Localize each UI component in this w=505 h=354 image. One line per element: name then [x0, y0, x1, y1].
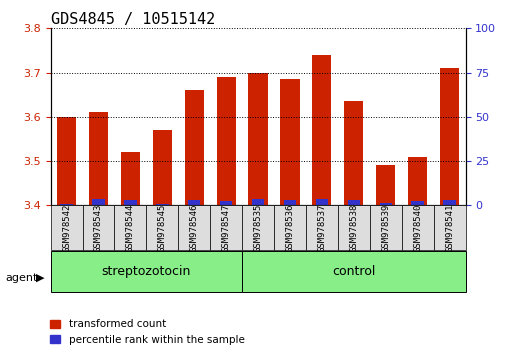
Bar: [280, 79, 299, 205]
FancyBboxPatch shape: [401, 205, 433, 250]
FancyBboxPatch shape: [50, 205, 82, 250]
Text: GSM978546: GSM978546: [189, 203, 198, 252]
Bar: [92, 199, 105, 205]
Bar: [89, 113, 108, 205]
Text: GSM978535: GSM978535: [253, 203, 262, 252]
Bar: [343, 101, 363, 205]
Text: GSM978539: GSM978539: [380, 203, 389, 252]
FancyBboxPatch shape: [274, 205, 306, 250]
Bar: [407, 156, 426, 205]
Bar: [347, 200, 360, 205]
Text: GSM978541: GSM978541: [444, 203, 453, 252]
Bar: [248, 73, 267, 205]
Text: GSM978547: GSM978547: [221, 203, 230, 252]
FancyBboxPatch shape: [369, 205, 401, 250]
FancyBboxPatch shape: [241, 205, 274, 250]
Bar: [379, 202, 391, 205]
Bar: [57, 117, 76, 205]
Bar: [121, 152, 140, 205]
Text: GSM978538: GSM978538: [348, 203, 358, 252]
Bar: [216, 77, 235, 205]
Bar: [375, 165, 394, 205]
FancyBboxPatch shape: [241, 251, 465, 292]
Text: GSM978540: GSM978540: [412, 203, 421, 252]
FancyBboxPatch shape: [337, 205, 369, 250]
Bar: [220, 201, 232, 205]
Text: control: control: [331, 265, 375, 278]
Bar: [251, 199, 264, 205]
Text: GSM978544: GSM978544: [126, 203, 135, 252]
FancyBboxPatch shape: [433, 205, 465, 250]
Bar: [184, 90, 204, 205]
Bar: [188, 200, 200, 205]
Text: GSM978542: GSM978542: [62, 203, 71, 252]
Text: GSM978545: GSM978545: [158, 203, 167, 252]
Legend: transformed count, percentile rank within the sample: transformed count, percentile rank withi…: [45, 315, 248, 349]
FancyBboxPatch shape: [178, 205, 210, 250]
FancyBboxPatch shape: [146, 205, 178, 250]
Text: GSM978543: GSM978543: [94, 203, 103, 252]
Bar: [315, 199, 327, 205]
Bar: [124, 200, 136, 205]
Bar: [153, 130, 172, 205]
Bar: [442, 200, 455, 205]
Text: agent: agent: [5, 273, 37, 283]
Bar: [156, 204, 168, 205]
FancyBboxPatch shape: [50, 251, 241, 292]
Bar: [312, 55, 331, 205]
Text: GSM978536: GSM978536: [285, 203, 294, 252]
FancyBboxPatch shape: [82, 205, 114, 250]
Text: GSM978537: GSM978537: [317, 203, 326, 252]
FancyBboxPatch shape: [306, 205, 337, 250]
Bar: [60, 204, 73, 205]
FancyBboxPatch shape: [210, 205, 241, 250]
Text: GDS4845 / 10515142: GDS4845 / 10515142: [50, 12, 215, 27]
Text: streptozotocin: streptozotocin: [102, 265, 191, 278]
Bar: [439, 68, 458, 205]
FancyBboxPatch shape: [114, 205, 146, 250]
Bar: [411, 201, 423, 205]
Text: ▶: ▶: [36, 273, 45, 283]
Bar: [283, 200, 295, 205]
